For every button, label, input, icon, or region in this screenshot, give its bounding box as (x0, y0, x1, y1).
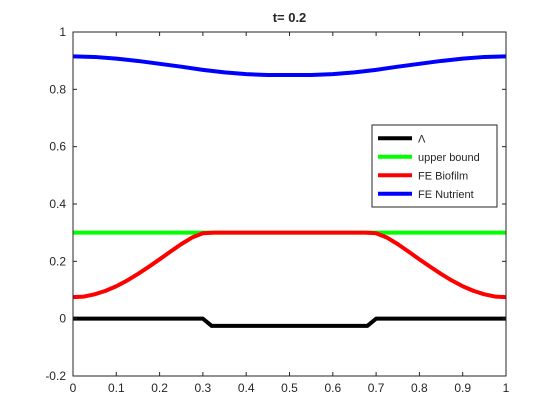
y-tick-label: 0.8 (49, 82, 66, 96)
x-tick-label: 1 (503, 381, 510, 395)
x-tick-label: 0 (70, 381, 77, 395)
legend-label-1: upper bound (418, 152, 480, 164)
x-tick-label: 0.4 (238, 381, 255, 395)
series-line-0 (73, 316, 506, 328)
series-line-3 (72, 54, 507, 77)
y-tick-label: 0.4 (49, 197, 66, 211)
y-tick-label: 0 (59, 312, 66, 326)
x-tick-label: 0.2 (151, 381, 168, 395)
legend-label-0: Λ (418, 133, 426, 145)
series-line-2 (72, 230, 507, 300)
y-tick-label: 1 (59, 25, 66, 39)
x-tick-label: 0.9 (454, 381, 471, 395)
legend-label-3: FE Nutrient (418, 189, 474, 201)
x-tick-label: 0.1 (108, 381, 125, 395)
x-tick-label: 0.7 (368, 381, 385, 395)
y-tick-label: 0.2 (49, 254, 66, 268)
x-tick-label: 0.5 (281, 381, 298, 395)
y-tick-label: -0.2 (45, 369, 66, 383)
chart-title: t= 0.2 (273, 10, 307, 25)
x-tick-label: 0.8 (411, 381, 428, 395)
y-tick-label: 0.6 (49, 140, 66, 154)
x-tick-label: 0.3 (195, 381, 212, 395)
ticks-layer: 0 0.1 0.2 0.3 0.4 0.5 0.6 0.7 0.8 0.9 1 -0.2 0 0.2 0.4… (45, 25, 509, 395)
legend-label-2: FE Biofilm (418, 170, 468, 182)
series-layer (72, 54, 507, 328)
x-tick-label: 0.6 (324, 381, 341, 395)
